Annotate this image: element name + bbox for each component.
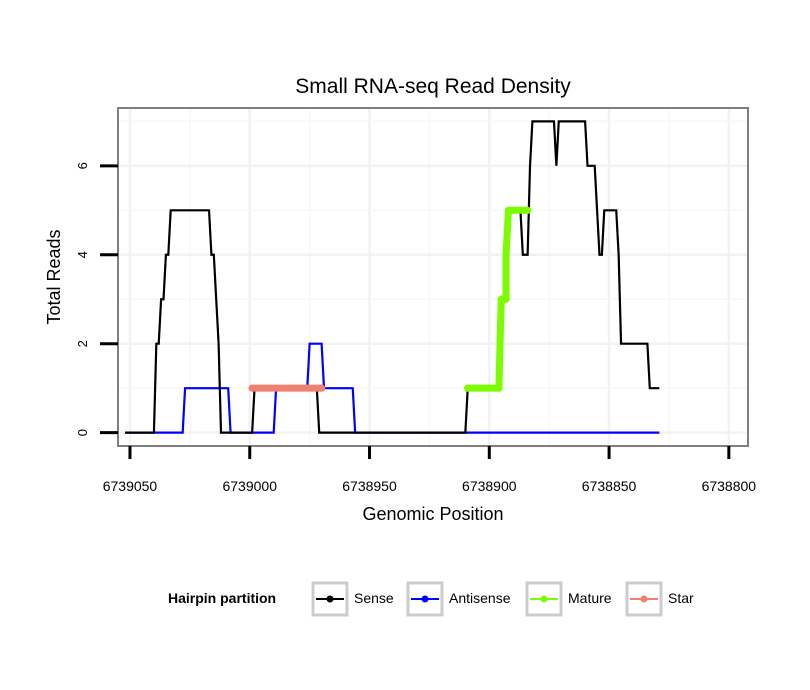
x-tick-label: 6738950 [342, 478, 397, 494]
y-tick-label: 4 [75, 251, 90, 258]
legend-label-mature: Mature [568, 590, 612, 606]
legend-dot-star [640, 595, 648, 603]
y-axis-label: Total Reads [44, 229, 64, 324]
x-tick-label: 6739050 [103, 478, 158, 494]
legend-dot-sense [326, 595, 334, 603]
series-point-star [248, 384, 256, 392]
legend-label-antisense: Antisense [449, 590, 511, 606]
x-tick-label: 6738900 [462, 478, 517, 494]
legend-item-antisense: Antisense [406, 581, 511, 617]
series-layer [125, 120, 660, 434]
x-axis-label: Genomic Position [362, 504, 503, 524]
x-tick-label: 6739000 [222, 478, 277, 494]
legend: Hairpin partition Sense Antisense Mature… [168, 581, 694, 617]
chart-title: Small RNA-seq Read Density [295, 75, 571, 98]
y-tick-label: 0 [75, 429, 90, 436]
legend-label-sense: Sense [354, 590, 394, 606]
plot-border [117, 107, 749, 447]
legend-item-mature: Mature [525, 581, 612, 617]
y-tick-label: 2 [75, 340, 90, 347]
series-point-mature [495, 384, 503, 392]
series-point-mature [464, 384, 472, 392]
legend-item-star: Star [625, 581, 694, 617]
series-point-mature [504, 206, 513, 214]
y-tick-label: 6 [75, 162, 90, 169]
legend-title: Hairpin partition [168, 590, 276, 606]
series-point-mature [502, 251, 510, 259]
legend-item-sense: Sense [311, 581, 394, 617]
series-point-mature [502, 295, 510, 303]
legend-dot-mature [540, 595, 548, 603]
legend-label-star: Star [668, 590, 694, 606]
legend-dot-antisense [421, 595, 429, 603]
plot-panel [118, 108, 748, 446]
series-point-mature [524, 206, 532, 214]
grid-lines [118, 108, 748, 446]
y-axis: 0 2 4 6 [75, 162, 118, 436]
series-point-star [318, 384, 326, 392]
x-tick-label: 6738850 [582, 478, 637, 494]
x-axis: 6739050 6739000 6738950 6738900 6738850 67388… [103, 446, 757, 494]
x-tick-label: 6738800 [702, 478, 757, 494]
